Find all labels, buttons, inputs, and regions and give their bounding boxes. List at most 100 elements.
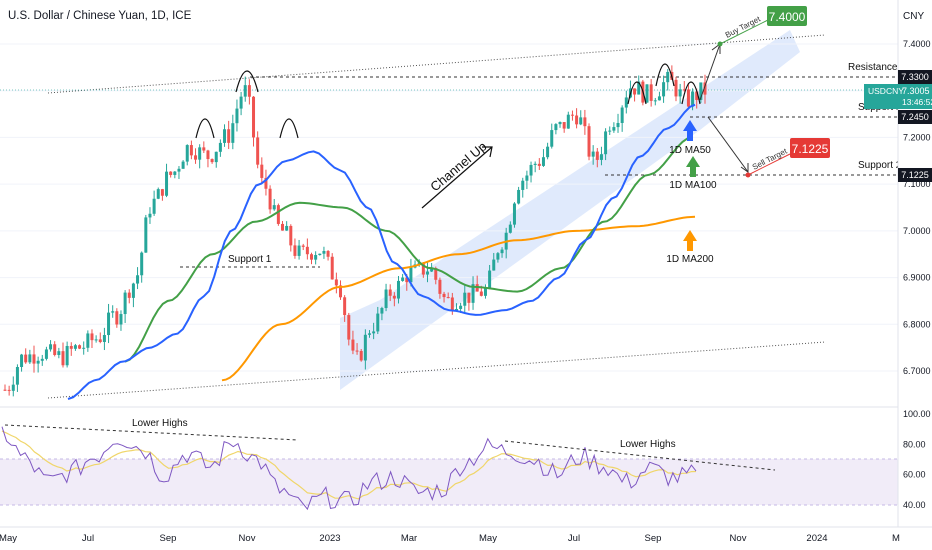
candle-body bbox=[314, 255, 318, 260]
support-1-badge bbox=[898, 110, 932, 124]
ma100-label: 1D MA100 bbox=[669, 180, 717, 191]
rsi-tick-label: 60.00 bbox=[903, 470, 926, 480]
candle-body bbox=[107, 312, 111, 336]
candle-body bbox=[471, 284, 475, 303]
candle-body bbox=[666, 71, 670, 83]
candle-body bbox=[86, 333, 90, 348]
candle-body bbox=[703, 82, 707, 95]
candle-body bbox=[624, 97, 628, 108]
support-2-value: 7.1225 bbox=[901, 170, 929, 180]
candle-body bbox=[376, 313, 380, 332]
candle-body bbox=[36, 360, 40, 364]
candle-body bbox=[691, 91, 695, 107]
candle-body bbox=[512, 203, 516, 225]
buy-target-value: 7.4000 bbox=[769, 10, 806, 24]
candles-layer bbox=[3, 65, 707, 397]
candle-body bbox=[401, 277, 405, 281]
price-tick-label: 7.2000 bbox=[903, 132, 931, 142]
time-tick-label: Jul bbox=[568, 533, 580, 544]
candle-body bbox=[409, 267, 413, 283]
sell-target-badge bbox=[790, 138, 830, 158]
chart-title: U.S. Dollar / Chinese Yuan, 1D, ICE bbox=[8, 10, 192, 22]
candle-body bbox=[156, 189, 160, 199]
candle-body bbox=[78, 345, 82, 349]
candle-body bbox=[32, 354, 36, 364]
candle-body bbox=[521, 180, 525, 190]
chart-grid bbox=[0, 43, 898, 372]
candle-body bbox=[252, 96, 256, 138]
time-tick-label: Sep bbox=[645, 533, 662, 544]
candle-body bbox=[243, 85, 247, 97]
support-1-left-label: Support 1 bbox=[228, 254, 272, 265]
candle-body bbox=[620, 107, 624, 123]
candle-body bbox=[239, 96, 243, 109]
candle-body bbox=[181, 161, 185, 169]
candle-body bbox=[177, 168, 181, 172]
candle-body bbox=[69, 345, 73, 349]
ma50-label: 1D MA50 bbox=[669, 145, 711, 156]
candle-body bbox=[682, 89, 686, 91]
candle-body bbox=[649, 84, 653, 101]
candle-body bbox=[463, 292, 467, 306]
candle-body bbox=[131, 283, 135, 298]
ma50-arrow-icon bbox=[683, 120, 697, 141]
time-tick-label: Sep bbox=[160, 533, 177, 544]
candle-body bbox=[173, 171, 177, 175]
candle-body bbox=[488, 270, 492, 288]
rsi-ma-line bbox=[1, 430, 697, 500]
candle-body bbox=[599, 154, 603, 160]
price-tick-label: 7.0000 bbox=[903, 226, 931, 236]
candle-body bbox=[165, 171, 169, 196]
candle-body bbox=[90, 333, 94, 341]
rsi-tick-label: 40.00 bbox=[903, 500, 926, 510]
candle-body bbox=[256, 137, 260, 165]
candle-body bbox=[388, 289, 392, 296]
channel-up-band bbox=[340, 30, 800, 390]
candle-body bbox=[15, 366, 19, 385]
candle-body bbox=[533, 163, 537, 165]
candle-body bbox=[566, 114, 570, 129]
candle-body bbox=[53, 344, 57, 355]
candle-body bbox=[442, 293, 446, 298]
price-tick-label: 6.9000 bbox=[903, 273, 931, 283]
buy-target-badge bbox=[767, 6, 807, 26]
time-tick-label: 2023 bbox=[319, 533, 340, 544]
candle-body bbox=[247, 85, 251, 97]
ma50-line bbox=[67, 103, 696, 400]
candle-body bbox=[334, 279, 338, 286]
candle-body bbox=[115, 311, 119, 325]
candle-body bbox=[496, 253, 500, 260]
candle-body bbox=[310, 254, 314, 260]
candle-body bbox=[517, 189, 521, 204]
candle-body bbox=[127, 292, 131, 298]
candle-body bbox=[7, 389, 11, 391]
symbol-label: USDCNY bbox=[868, 86, 904, 96]
rsi-tick-label: 100.00 bbox=[903, 409, 931, 419]
candle-body bbox=[227, 129, 231, 143]
candle-body bbox=[330, 256, 334, 280]
candle-body bbox=[11, 384, 15, 391]
channel-arrow-head bbox=[482, 146, 493, 158]
candle-body bbox=[343, 297, 347, 316]
candle-body bbox=[61, 351, 65, 366]
candle-body bbox=[65, 345, 69, 366]
sell-target-value: 7.1225 bbox=[792, 142, 829, 156]
candle-body bbox=[608, 130, 612, 132]
candle-body bbox=[529, 164, 533, 176]
candle-body bbox=[152, 198, 156, 214]
candle-body bbox=[169, 171, 173, 175]
candle-body bbox=[653, 100, 657, 102]
time-tick-label: May bbox=[479, 533, 497, 544]
candle-body bbox=[446, 297, 450, 299]
candle-body bbox=[550, 130, 554, 147]
candle-body bbox=[467, 292, 471, 303]
ma200-arrow-icon bbox=[683, 230, 697, 251]
candle-body bbox=[355, 350, 359, 352]
candle-body bbox=[123, 292, 127, 315]
candle-body bbox=[49, 344, 53, 350]
candle-body bbox=[260, 164, 264, 178]
candle-body bbox=[570, 114, 574, 116]
candle-body bbox=[322, 251, 326, 254]
candle-body bbox=[396, 280, 400, 299]
time-tick-label: Nov bbox=[730, 533, 747, 544]
